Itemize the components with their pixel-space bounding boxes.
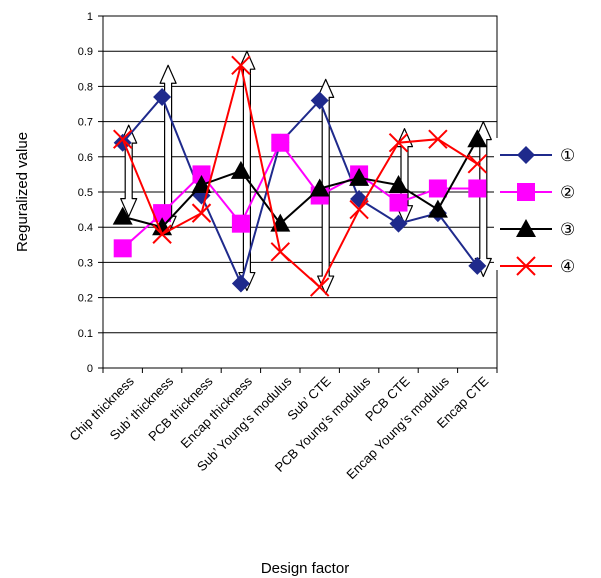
- x-category-label: Encap thickness: [177, 373, 255, 451]
- legend-label: ③: [560, 220, 575, 239]
- legend: ① ② ③ ④: [494, 138, 594, 276]
- data-point-triangle: [191, 174, 212, 193]
- legend-item: ③: [500, 219, 575, 239]
- y-tick-label: 0.5: [78, 187, 93, 199]
- data-point-x: [191, 203, 212, 223]
- series-1: [113, 87, 487, 293]
- data-point-diamond: [468, 256, 487, 275]
- data-point-diamond: [153, 87, 172, 106]
- y-tick-label: 0: [87, 363, 93, 375]
- data-point-x-stroke: [428, 129, 448, 149]
- data-point-x-stroke: [231, 55, 251, 75]
- data-point-triangle: [388, 174, 409, 193]
- data-point-x: [270, 242, 291, 262]
- data-point-x-stroke: [191, 203, 212, 223]
- legend-label: ①: [560, 146, 575, 165]
- data-point-triangle: [427, 199, 448, 218]
- data-point-diamond: [310, 91, 329, 110]
- y-tick-label: 0.8: [78, 81, 93, 93]
- legend-item: ②: [500, 183, 575, 202]
- data-point-x-stroke: [349, 199, 369, 220]
- data-point-x: [467, 154, 488, 174]
- data-point-x-stroke: [270, 242, 291, 262]
- y-tick-label: 0.7: [78, 117, 93, 129]
- data-point-x: [516, 256, 536, 276]
- data-point-x-stroke: [516, 256, 536, 276]
- data-point-x: [152, 224, 172, 244]
- series-line: [121, 95, 479, 287]
- x-axis-title: Design factor: [261, 560, 349, 577]
- y-tick-label: 0.1: [78, 328, 93, 340]
- data-point-square: [153, 204, 172, 223]
- legend-label: ②: [560, 183, 575, 202]
- y-tick-label: 0.2: [78, 293, 93, 305]
- data-point-x: [428, 129, 448, 149]
- data-point-square: [389, 193, 408, 212]
- series-line: [121, 65, 478, 289]
- data-point-square: [231, 214, 250, 233]
- data-point-x: [309, 277, 330, 297]
- data-point-triangle: [516, 219, 536, 237]
- data-point-x-stroke: [112, 129, 133, 149]
- data-point-triangle: [309, 178, 330, 197]
- data-point-square: [517, 183, 535, 201]
- data-point-x: [231, 55, 251, 75]
- legend-item: ①: [500, 146, 575, 165]
- data-point-x-stroke: [467, 154, 488, 174]
- data-point-triangle: [112, 206, 133, 225]
- legend-box: [494, 138, 594, 270]
- y-axis-title: Reguralized value: [14, 132, 31, 252]
- data-point-square: [468, 179, 487, 198]
- data-point-square: [271, 133, 290, 152]
- data-point-triangle: [349, 167, 370, 186]
- data-point-x-stroke: [309, 277, 330, 297]
- data-point-square: [428, 179, 447, 198]
- data-point-diamond: [231, 274, 250, 293]
- series-layer: [112, 55, 488, 297]
- data-point-diamond: [389, 214, 408, 233]
- data-point-x: [112, 129, 133, 149]
- legend-label: ④: [560, 257, 575, 276]
- data-point-x-stroke: [152, 224, 172, 244]
- legend-item: ④: [500, 256, 575, 276]
- series-line: [122, 140, 478, 250]
- data-point-triangle: [230, 160, 251, 179]
- y-tick-label: 0.3: [78, 257, 93, 269]
- gridlines: [103, 50, 497, 334]
- data-point-diamond: [113, 133, 132, 152]
- series-4: [112, 55, 488, 297]
- series-line: [122, 138, 479, 229]
- y-tick-label: 0.6: [78, 152, 93, 164]
- y-tick-label: 1: [87, 11, 93, 23]
- data-point-x: [388, 133, 409, 153]
- data-point-x-stroke: [388, 133, 409, 153]
- data-point-diamond: [517, 146, 535, 164]
- data-point-x: [349, 199, 369, 220]
- y-axis: 0 0.1 0.2 0.3 0.4 0.5 0.6 0.7 0.8 0.9 1: [78, 11, 103, 375]
- y-tick-label: 0.9: [78, 46, 93, 58]
- y-tick-label: 0.4: [78, 222, 93, 234]
- data-point-square: [192, 165, 211, 184]
- data-point-triangle: [467, 129, 488, 148]
- data-point-square: [113, 239, 132, 258]
